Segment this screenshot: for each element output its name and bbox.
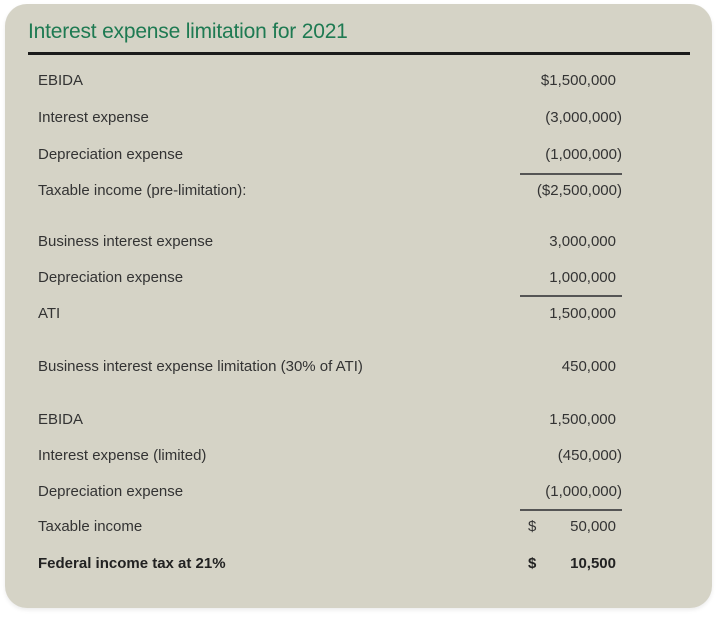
row-value: (3,000,000): [545, 109, 622, 126]
subtotal-line: [520, 509, 622, 511]
table-row: Depreciation expense (1,000,000): [0, 483, 720, 503]
row-label: EBIDA: [38, 72, 84, 89]
title-rule: [28, 52, 690, 55]
row-value: 3,000,000: [549, 233, 616, 250]
table-row: ATI 1,500,000: [0, 305, 720, 325]
subtotal-line: [520, 295, 622, 297]
row-value: $1,500,000: [540, 72, 616, 89]
table-row: EBIDA $1,500,000: [0, 72, 720, 92]
table-row-total: Federal income tax at 21% $10,500: [0, 555, 720, 575]
table-title: Interest expense limitation for 2021: [28, 20, 348, 43]
row-value: (1,000,000): [545, 146, 622, 163]
row-label: Interest expense (limited): [38, 447, 207, 464]
table-row: Depreciation expense (1,000,000): [0, 146, 720, 166]
currency-symbol: $: [528, 555, 537, 572]
table-row: EBIDA 1,500,000: [0, 411, 720, 431]
row-label: Interest expense: [38, 109, 149, 126]
row-value: (1,000,000): [545, 483, 622, 500]
row-label: EBIDA: [38, 411, 84, 428]
row-label: Depreciation expense: [38, 146, 184, 163]
table-row: Taxable income (pre-limitation): ($2,500,…: [0, 182, 720, 202]
row-label: Taxable income: [38, 518, 143, 535]
row-label: Depreciation expense: [38, 269, 184, 286]
row-label: Business interest expense: [38, 233, 214, 250]
row-value: 450,000: [561, 358, 616, 375]
row-value: 50,000: [570, 518, 616, 535]
row-label: Taxable income (pre-limitation):: [38, 182, 247, 199]
row-value: 10,500: [570, 555, 616, 572]
row-value: 1,500,000: [549, 305, 616, 322]
row-value: ($2,500,000): [536, 182, 622, 199]
row-label: Federal income tax at 21%: [38, 555, 226, 572]
row-label: Depreciation expense: [38, 483, 184, 500]
row-label: Business interest expense limitation (30…: [38, 358, 363, 375]
table-row: Taxable income $50,000: [0, 518, 720, 538]
currency-symbol: $: [528, 518, 537, 535]
row-label: ATI: [38, 305, 61, 322]
table-row: Interest expense (3,000,000): [0, 109, 720, 129]
row-value: 1,500,000: [549, 411, 616, 428]
subtotal-line: [520, 173, 622, 175]
row-value: (450,000): [557, 447, 622, 464]
table-card: [5, 4, 712, 608]
row-value: 1,000,000: [549, 269, 616, 286]
table-row: Business interest expense 3,000,000: [0, 233, 720, 253]
table-row: Depreciation expense 1,000,000: [0, 269, 720, 289]
table-row: Business interest expense limitation (30…: [0, 358, 720, 378]
table-row: Interest expense (limited) (450,000): [0, 447, 720, 467]
